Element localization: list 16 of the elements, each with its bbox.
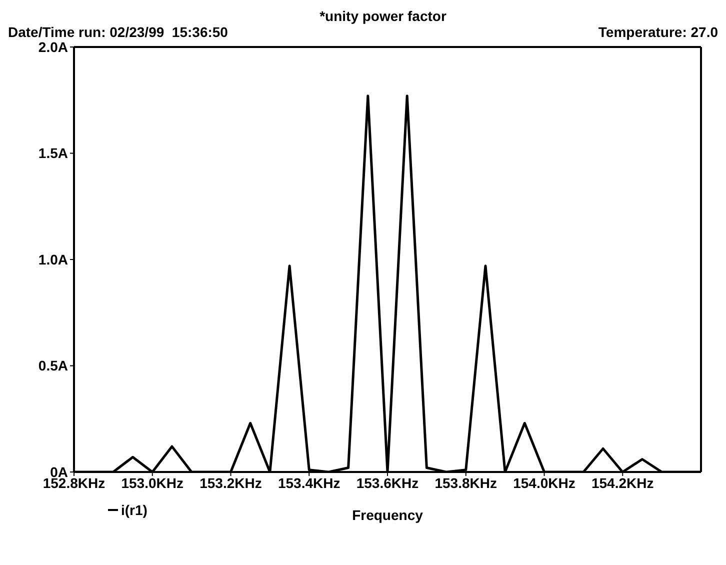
- x-tick-label: 153.8KHz: [434, 474, 498, 491]
- x-tick-label: 153.2KHz: [200, 474, 262, 491]
- y-tick-label: 1.5A: [38, 145, 68, 162]
- x-tick-label: 153.0KHz: [121, 474, 184, 491]
- x-tick-label: 154.0KHz: [513, 474, 576, 491]
- legend-label: i(r1): [120, 502, 148, 518]
- chart-subtitle: Date/Time run: 02/23/99 15:36:50: [8, 24, 228, 40]
- y-tick-label: 0.5A: [38, 358, 68, 374]
- y-tick-label: 1.0A: [38, 251, 68, 268]
- x-tick-label: 154.2KHz: [591, 474, 654, 491]
- x-tick-label: 153.4KHz: [278, 474, 340, 491]
- x-axis-title: Frequency: [352, 507, 424, 523]
- x-tick-label: 153.6KHz: [356, 474, 419, 491]
- chart-title: *unity power factor: [318, 8, 448, 24]
- text: Temperature: 27.0: [598, 24, 718, 40]
- y-tick-label: 2.0A: [38, 38, 68, 55]
